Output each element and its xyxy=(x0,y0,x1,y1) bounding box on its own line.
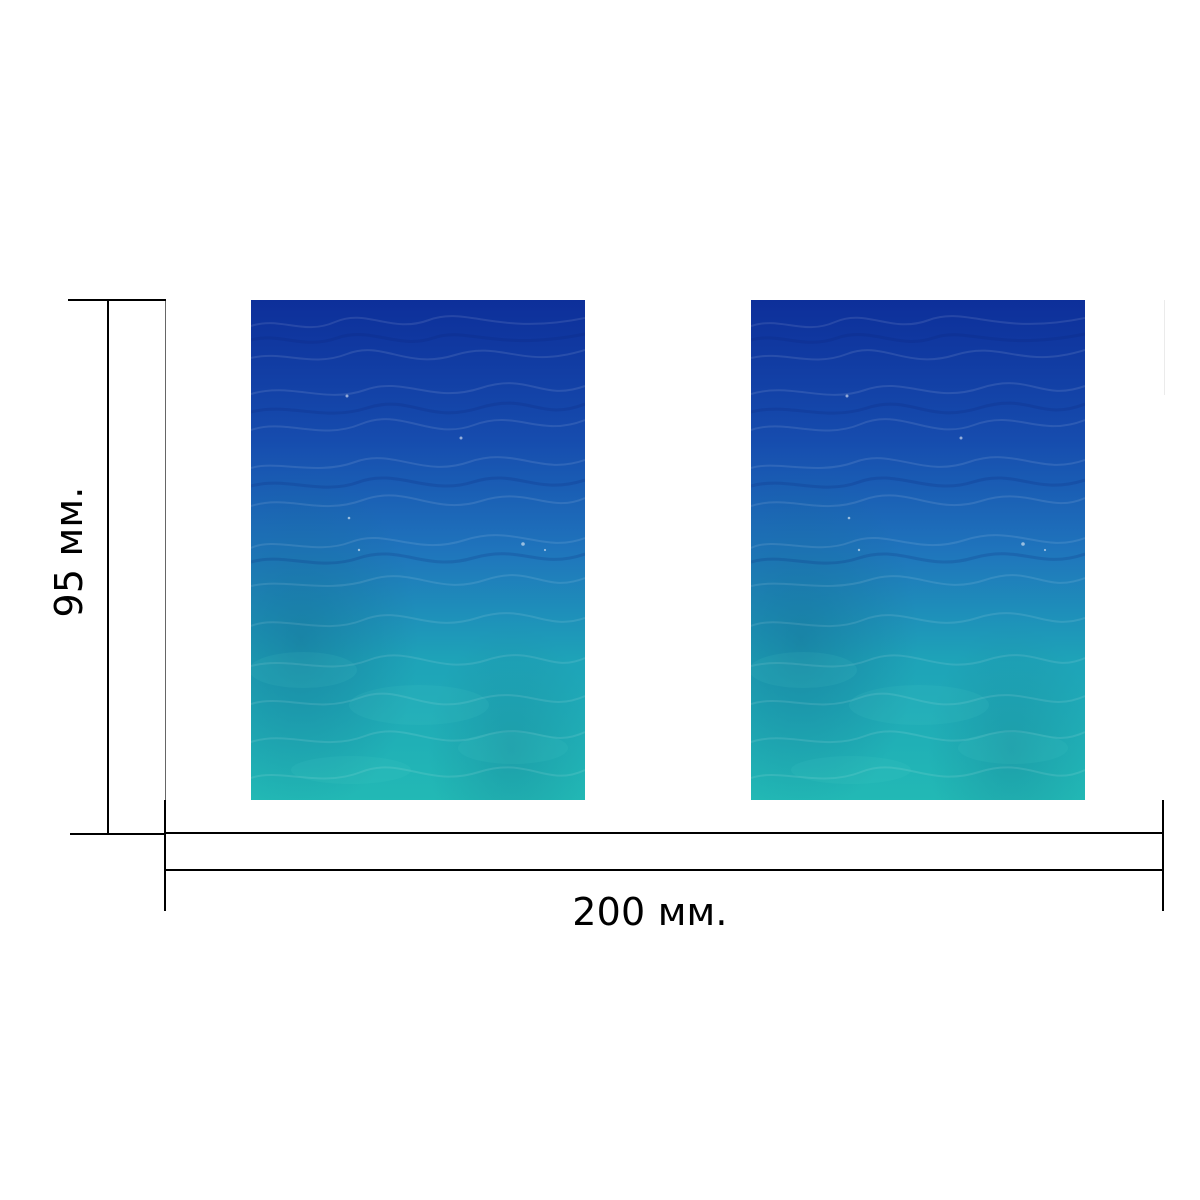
left-water-panel xyxy=(251,300,585,800)
width-left-tick xyxy=(164,800,166,911)
width-right-tick xyxy=(1162,800,1164,911)
width-label: 200 мм. xyxy=(572,890,728,934)
height-top-tick xyxy=(68,299,166,301)
content-right-boundary xyxy=(1164,300,1165,395)
height-label: 95 мм. xyxy=(47,486,91,618)
height-dimension-line xyxy=(107,300,109,834)
height-bottom-tick xyxy=(70,833,166,835)
width-lower-line xyxy=(165,869,1164,871)
sea-water-image xyxy=(251,300,585,800)
width-upper-line xyxy=(165,832,1164,834)
content-left-boundary xyxy=(165,300,166,800)
sea-water-image xyxy=(751,300,1085,800)
right-water-panel xyxy=(751,300,1085,800)
